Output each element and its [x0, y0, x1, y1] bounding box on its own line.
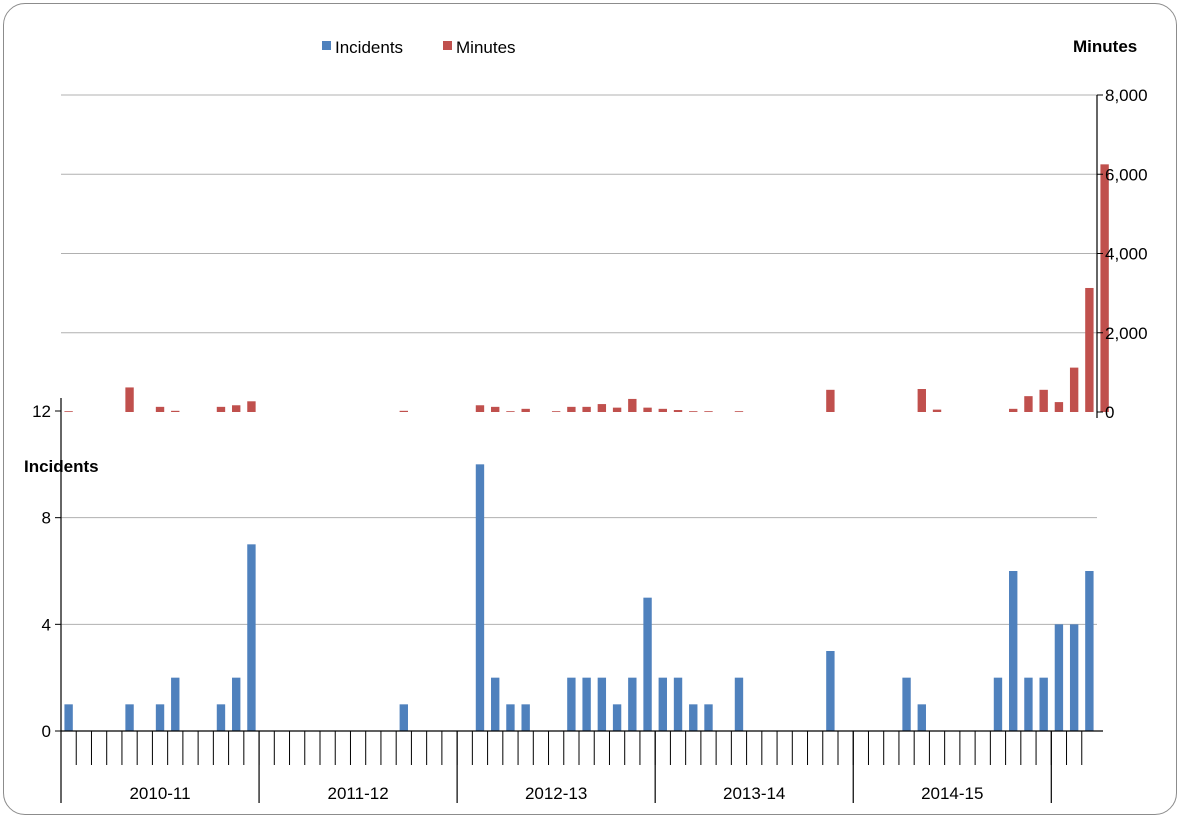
minutes-bar — [734, 411, 744, 413]
incidents-bars — [64, 464, 1094, 731]
minutes-bar — [155, 406, 165, 412]
minutes-bar — [1024, 396, 1033, 412]
minutes-bar — [125, 387, 134, 412]
minutes-bars — [64, 164, 1109, 413]
x-group-label: 2011-12 — [328, 784, 389, 803]
minutes-bar — [216, 406, 226, 412]
x-group-label: 2010-11 — [129, 784, 190, 803]
minutes-tick-label: 8,000 — [1105, 86, 1148, 105]
incidents-bar — [171, 677, 180, 731]
minutes-bar — [689, 411, 698, 413]
minutes-bar — [1069, 367, 1079, 412]
incidents-bar — [612, 704, 622, 731]
incidents-bar — [902, 677, 911, 731]
minutes-bar — [491, 406, 500, 412]
incidents-bar — [597, 677, 607, 731]
incidents-tick-label: 4 — [42, 615, 51, 634]
x-group-label: 2014-15 — [921, 784, 983, 803]
incidents-bar — [582, 677, 591, 731]
minutes-bar — [582, 406, 591, 412]
incidents-bar — [491, 677, 500, 731]
legend-swatch-incidents — [322, 41, 331, 50]
incidents-bar — [232, 677, 241, 731]
minutes-bar — [506, 411, 515, 413]
incidents-bar — [993, 677, 1003, 731]
minutes-bar — [247, 401, 256, 412]
incidents-bar — [216, 704, 226, 731]
minutes-bar — [1009, 408, 1018, 412]
incidents-bar — [1024, 677, 1033, 731]
incidents-bar — [1069, 624, 1079, 731]
minutes-bar — [1039, 389, 1048, 412]
minutes-tick-label: 6,000 — [1105, 165, 1148, 184]
incidents-bar — [1039, 677, 1048, 731]
minutes-bar — [567, 406, 576, 412]
minutes-bar — [232, 405, 241, 412]
minutes-axis-title: Minutes — [1073, 37, 1137, 56]
incidents-bar — [1054, 624, 1064, 731]
minutes-bar — [399, 410, 408, 412]
minutes-bar — [475, 405, 485, 412]
minutes-bar — [551, 411, 561, 413]
minutes-bar — [826, 389, 835, 412]
incidents-bar — [826, 651, 835, 731]
minutes-bar — [612, 407, 622, 412]
gridlines — [61, 94, 1097, 625]
incidents-bar — [1009, 571, 1018, 731]
x-group-label: 2012-13 — [525, 784, 587, 803]
incidents-tick-label: 12 — [32, 402, 51, 421]
incidents-bar — [155, 704, 165, 731]
minutes-bar — [64, 411, 73, 413]
legend-swatch-minutes — [443, 41, 452, 50]
legend: Incidents Minutes — [322, 38, 516, 57]
incidents-bar — [521, 704, 530, 731]
axis-labels: 0 2,000 4,000 6,000 8,000 0 4 8 12 2010-11 2011-12… — [32, 86, 1147, 803]
incidents-bar — [125, 704, 134, 731]
minutes-bar — [1100, 164, 1109, 412]
minutes-bar — [643, 407, 652, 412]
incidents-bar — [673, 677, 683, 731]
minutes-tick-label: 4,000 — [1105, 245, 1148, 264]
minutes-tick-label: 2,000 — [1105, 324, 1148, 343]
minutes-bar — [1054, 402, 1064, 412]
incidents-bar — [628, 677, 637, 731]
minutes-bar — [171, 410, 180, 412]
incidents-bar — [399, 704, 408, 731]
minutes-bar — [673, 410, 683, 412]
legend-label-incidents: Incidents — [335, 38, 403, 57]
minutes-bar — [917, 389, 926, 412]
incidents-bar — [658, 677, 667, 731]
incidents-bar — [506, 704, 515, 731]
legend-label-minutes: Minutes — [456, 38, 516, 57]
minutes-bar — [932, 409, 942, 412]
incidents-bar — [917, 704, 926, 731]
incidents-bar — [689, 704, 698, 731]
minutes-bar — [521, 408, 530, 412]
minutes-bar — [628, 398, 637, 412]
incidents-bar — [247, 544, 256, 731]
incidents-bar — [567, 677, 576, 731]
incidents-axis-title: Incidents — [24, 457, 99, 476]
incidents-bar — [704, 704, 713, 731]
incidents-tick-label: 0 — [42, 722, 51, 741]
minutes-tick-label: 0 — [1105, 403, 1114, 422]
incidents-bar — [1085, 571, 1094, 731]
incidents-bar — [475, 464, 485, 731]
incidents-bar — [734, 677, 744, 731]
incidents-bar — [643, 597, 652, 731]
minutes-bar — [597, 404, 607, 412]
minutes-bar — [1085, 287, 1094, 412]
incidents-tick-label: 8 — [42, 509, 51, 528]
x-group-label: 2013-14 — [723, 784, 785, 803]
minutes-bar — [658, 408, 667, 412]
axes — [55, 94, 1103, 803]
incidents-bar — [64, 704, 73, 731]
minutes-bar — [704, 411, 713, 413]
